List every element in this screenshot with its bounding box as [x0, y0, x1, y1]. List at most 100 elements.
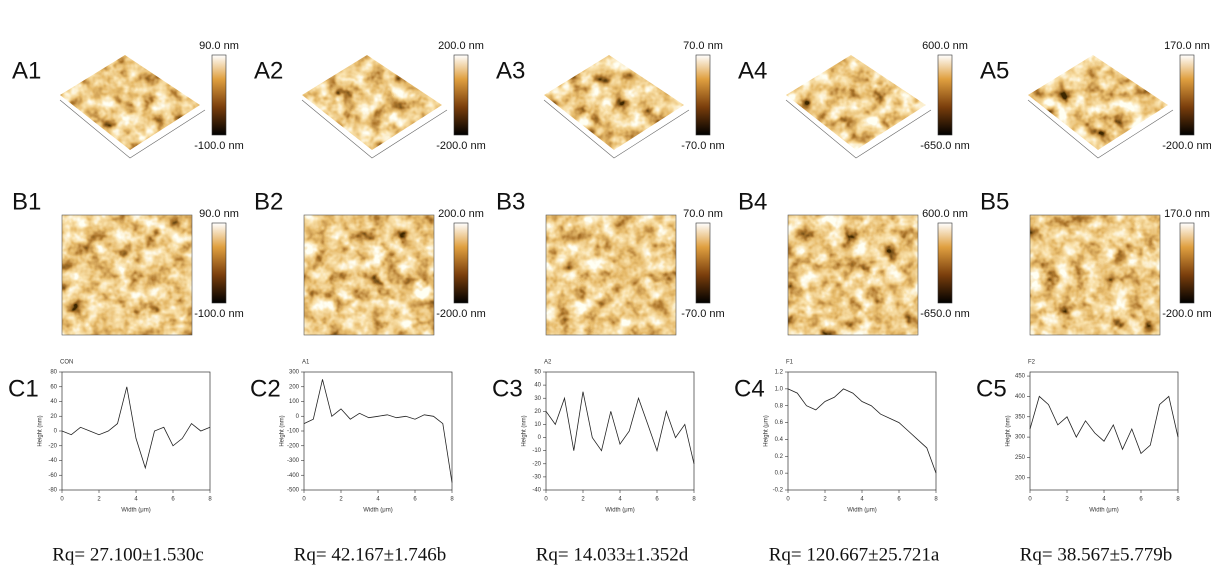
- y-axis-label: Height (nm): [1006, 415, 1012, 446]
- panel-label: B2: [254, 188, 283, 215]
- roughness-value: Rq= 42.167±1.746b: [294, 544, 447, 565]
- x-tick-label: 4: [860, 497, 864, 503]
- y-tick-label: 100: [289, 399, 300, 405]
- scale-min: -100.0 nm: [194, 140, 244, 152]
- color-scale: [1180, 223, 1194, 303]
- afm-3d-image: [544, 55, 684, 150]
- y-tick-label: 400: [1015, 394, 1026, 400]
- y-tick-label: 50: [534, 370, 541, 376]
- y-tick-label: -10: [532, 448, 541, 454]
- scale-min: -200.0 nm: [1162, 140, 1211, 152]
- afm-3d-image: [1028, 55, 1168, 150]
- sample-label: A1: [302, 360, 310, 366]
- plot-frame: [546, 372, 694, 490]
- x-tick-label: 8: [208, 497, 212, 503]
- y-tick-label: 250: [1015, 455, 1026, 461]
- y-tick-label: 10: [534, 422, 541, 428]
- y-tick-label: 0.6: [775, 420, 784, 426]
- y-tick-label: 20: [50, 414, 57, 420]
- height-profile: [1030, 396, 1178, 453]
- x-tick-label: 4: [376, 497, 380, 503]
- y-tick-label: 0.2: [775, 454, 784, 460]
- sample-label: CON: [60, 360, 73, 366]
- x-tick-label: 2: [97, 497, 101, 503]
- color-scale: [454, 55, 468, 135]
- y-tick-label: 0: [296, 414, 300, 420]
- y-axis-label: Height (nm): [522, 415, 528, 446]
- scale-min: -200.0 nm: [1162, 308, 1211, 320]
- scale-max: 170.0 nm: [1164, 208, 1210, 220]
- scale-max: 70.0 nm: [683, 40, 723, 52]
- x-axis-label: Width (μm): [363, 508, 392, 514]
- plot-frame: [62, 372, 210, 490]
- afm-2d-image: [788, 215, 918, 335]
- y-tick-label: -20: [532, 461, 541, 467]
- y-tick-label: 200: [1015, 475, 1026, 481]
- y-tick-label: 200: [289, 384, 300, 390]
- color-scale: [696, 223, 710, 303]
- y-tick-label: -300: [287, 458, 300, 464]
- y-tick-label: 30: [534, 396, 541, 402]
- panel-label: B1: [12, 188, 41, 215]
- panel-label: A1: [12, 57, 41, 84]
- y-tick-label: 60: [50, 384, 57, 390]
- y-tick-label: 0: [54, 429, 58, 435]
- y-tick-label: -0.2: [773, 488, 784, 494]
- y-tick-label: 80: [50, 370, 57, 376]
- scale-min: -100.0 nm: [194, 308, 244, 320]
- panel-label: C5: [976, 375, 1007, 402]
- scale-max: 90.0 nm: [199, 40, 239, 52]
- y-tick-label: 300: [1015, 435, 1026, 441]
- y-tick-label: -40: [48, 458, 57, 464]
- scale-min: -650.0 nm: [920, 140, 970, 152]
- scale-min: -70.0 nm: [681, 140, 724, 152]
- roughness-value: Rq= 120.667±25.721a: [769, 544, 940, 565]
- panel-label: A3: [496, 57, 525, 84]
- plot-frame: [1030, 372, 1178, 490]
- sample-label: F1: [786, 360, 794, 366]
- y-tick-label: -20: [48, 443, 57, 449]
- y-tick-label: 0.8: [775, 403, 784, 409]
- plot-frame: [304, 372, 452, 490]
- y-tick-label: -500: [287, 488, 300, 494]
- scale-min: -200.0 nm: [436, 308, 486, 320]
- sample-label: F2: [1028, 360, 1036, 366]
- color-scale: [212, 223, 226, 303]
- scale-max: 200.0 nm: [438, 40, 484, 52]
- scale-max: 600.0 nm: [922, 208, 968, 220]
- x-tick-label: 2: [823, 497, 827, 503]
- y-tick-label: 20: [534, 409, 541, 415]
- y-tick-label: -60: [48, 473, 57, 479]
- panel-label: A5: [980, 57, 1009, 84]
- x-tick-label: 0: [1028, 497, 1032, 503]
- x-tick-label: 8: [692, 497, 696, 503]
- x-axis-label: Width (μm): [605, 508, 634, 514]
- x-tick-label: 8: [1176, 497, 1180, 503]
- panel-label: A2: [254, 57, 283, 84]
- height-profile: [788, 389, 936, 473]
- x-tick-label: 8: [450, 497, 454, 503]
- y-tick-label: 0.4: [775, 437, 784, 443]
- roughness-value: Rq= 27.100±1.530c: [52, 544, 204, 565]
- y-tick-label: 1.0: [775, 386, 784, 392]
- afm-2d-image: [62, 215, 192, 335]
- x-tick-label: 0: [786, 497, 790, 503]
- x-axis-label: Width (μm): [121, 508, 150, 514]
- afm-2d-image: [546, 215, 676, 335]
- x-tick-label: 8: [934, 497, 938, 503]
- scale-min: -200.0 nm: [436, 140, 486, 152]
- x-axis-label: Width (μm): [847, 508, 876, 514]
- y-tick-label: 1.2: [775, 370, 784, 376]
- scale-max: 70.0 nm: [683, 208, 723, 220]
- scale-min: -650.0 nm: [920, 308, 970, 320]
- x-tick-label: 0: [302, 497, 306, 503]
- color-scale: [938, 223, 952, 303]
- x-tick-label: 4: [134, 497, 138, 503]
- y-tick-label: 0.0: [775, 471, 784, 477]
- panel-label: A4: [738, 57, 767, 84]
- panel-label: B3: [496, 188, 525, 215]
- color-scale: [1180, 55, 1194, 135]
- panel-label: C3: [492, 375, 523, 402]
- y-tick-label: -400: [287, 473, 300, 479]
- x-tick-label: 2: [1065, 497, 1069, 503]
